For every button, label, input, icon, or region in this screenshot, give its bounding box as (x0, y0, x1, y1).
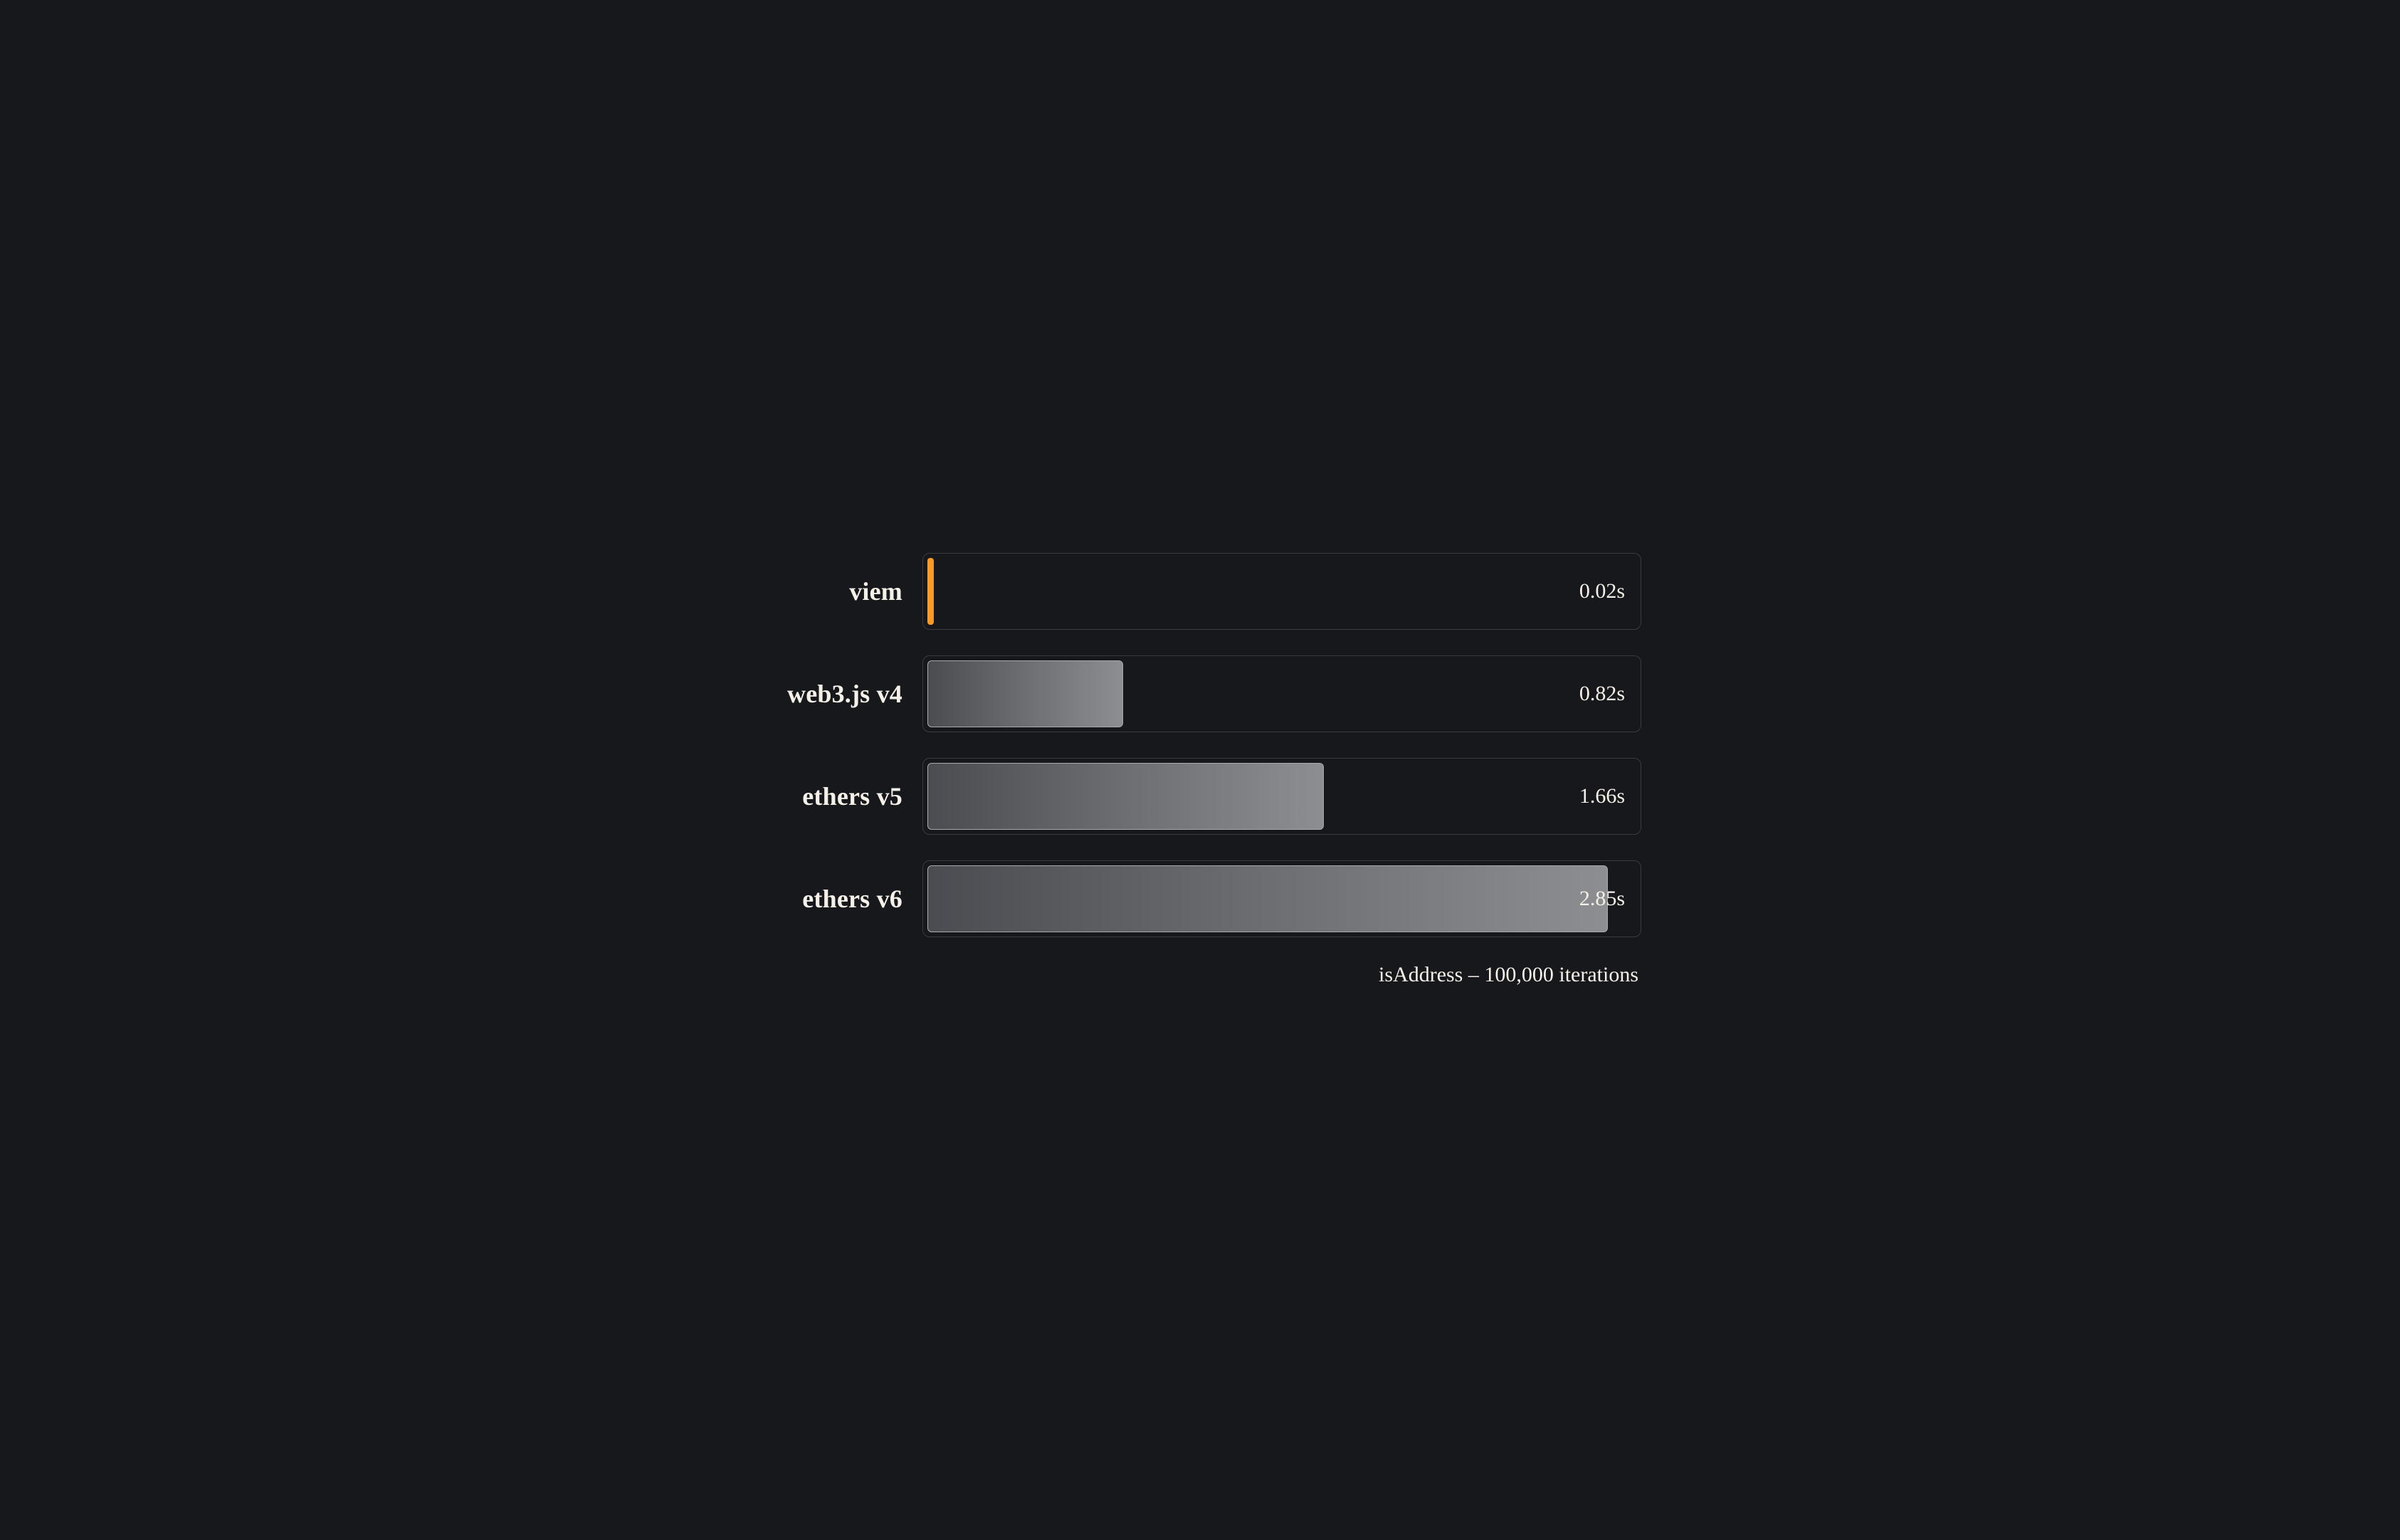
bar-value: 0.82s (1579, 682, 1625, 706)
bar-fill (927, 763, 1324, 830)
bar-label: web3.js v4 (759, 679, 922, 709)
bar-track: 0.02s (922, 553, 1641, 630)
bar-row: web3.js v4 0.82s (759, 655, 1641, 732)
bar-row: viem 0.02s (759, 553, 1641, 630)
bar-label: viem (759, 576, 922, 606)
bar-fill (927, 865, 1608, 932)
bar-value: 0.02s (1579, 579, 1625, 603)
chart-caption: isAddress – 100,000 iterations (759, 963, 1641, 987)
bar-fill (927, 660, 1123, 727)
benchmark-chart: viem 0.02s web3.js v4 0.82s ethers v5 1.… (702, 510, 1698, 1030)
bar-value: 2.85s (1579, 887, 1625, 911)
bar-label: ethers v6 (759, 884, 922, 914)
bar-track: 2.85s (922, 860, 1641, 937)
bar-fill (927, 558, 934, 625)
bar-row: ethers v6 2.85s (759, 860, 1641, 937)
bar-label: ethers v5 (759, 781, 922, 811)
bar-track: 0.82s (922, 655, 1641, 732)
bar-value: 1.66s (1579, 784, 1625, 808)
bar-track: 1.66s (922, 758, 1641, 835)
bar-row: ethers v5 1.66s (759, 758, 1641, 835)
